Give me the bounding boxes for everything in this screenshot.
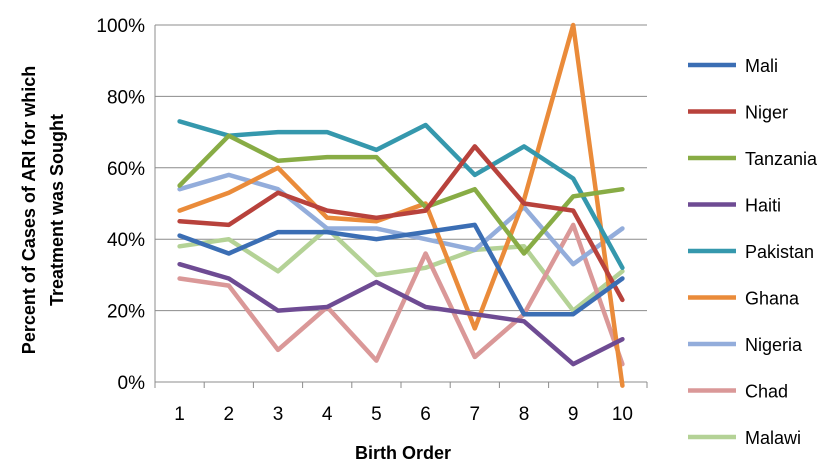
x-tick-label: 6 (420, 404, 431, 425)
legend-label-ghana: Ghana (745, 289, 800, 309)
x-tick-label: 10 (612, 404, 633, 425)
x-tick-label: 1 (174, 404, 185, 425)
axes (154, 25, 648, 388)
y-tick-label: 60% (107, 159, 145, 180)
legend-label-pakistan: Pakistan (745, 242, 814, 262)
y-tick-label: 100% (96, 16, 145, 37)
x-tick-label: 8 (519, 404, 530, 425)
y-tick-label: 80% (107, 87, 145, 108)
x-tick-label: 7 (470, 404, 481, 425)
x-tick-label: 4 (322, 404, 333, 425)
x-tick-labels: 1 2 3 4 5 6 7 8 9 10 (174, 404, 633, 425)
series-line-mali (177, 222, 625, 317)
legend-label-niger: Niger (745, 103, 788, 123)
series-line-tanzania (177, 133, 625, 256)
y-tick-label: 40% (107, 230, 145, 251)
legend-label-chad: Chad (745, 382, 788, 402)
series-lines (177, 22, 625, 388)
x-tick-label: 9 (568, 404, 579, 425)
series-line-pakistan (177, 119, 625, 271)
legend-label-nigeria: Nigeria (745, 335, 803, 355)
legend-label-tanzania: Tanzania (745, 149, 818, 169)
legend-label-malawi: Malawi (745, 428, 801, 448)
x-axis-title: Birth Order (355, 443, 451, 463)
x-tick-label: 2 (224, 404, 235, 425)
y-axis-title: Percent of Cases of ARI for which Treatm… (19, 66, 67, 354)
x-tick-label: 5 (371, 404, 382, 425)
legend-label-mali: Mali (745, 56, 778, 76)
y-axis-title-line-2: Treatment was Sought (47, 114, 67, 306)
y-tick-label: 0% (118, 373, 146, 394)
series-line-malawi (177, 226, 625, 313)
series-line-chad (177, 222, 625, 367)
legend-label-haiti: Haiti (745, 196, 781, 216)
y-tick-labels: 0% 20% 40% 60% 80% 100% (96, 16, 145, 394)
y-tick-label: 20% (107, 302, 145, 323)
y-axis-title-line-1: Percent of Cases of ARI for which (19, 66, 39, 354)
legend: Mali Niger Tanzania Haiti Pakistan Ghana Niger… (688, 56, 818, 448)
series-line-ghana (177, 22, 625, 388)
series-line-niger (177, 144, 625, 303)
y-gridlines (155, 24, 647, 312)
series-line-haiti (177, 261, 625, 367)
x-tick-label: 3 (273, 404, 284, 425)
